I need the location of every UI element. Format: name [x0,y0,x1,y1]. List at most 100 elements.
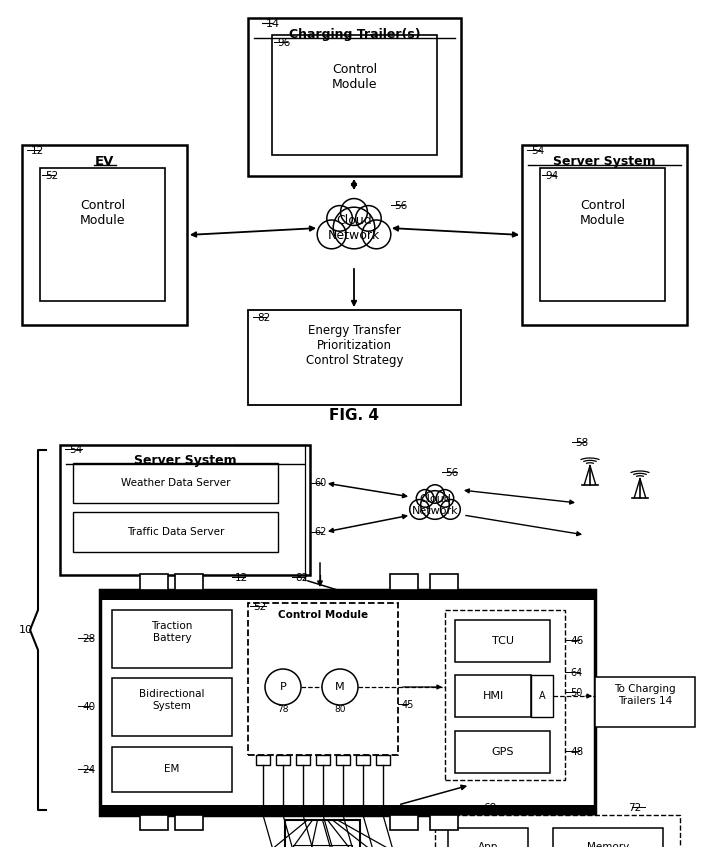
Text: App: App [478,842,498,847]
Text: HMI: HMI [482,691,503,701]
Text: Energy Transfer
Prioritization
Control Strategy: Energy Transfer Prioritization Control S… [306,324,403,367]
FancyBboxPatch shape [522,145,687,325]
Text: 64: 64 [570,668,582,678]
Text: P: P [279,682,286,692]
FancyBboxPatch shape [293,845,352,847]
FancyBboxPatch shape [445,610,565,780]
FancyBboxPatch shape [430,574,458,590]
FancyBboxPatch shape [531,675,553,717]
Text: 68: 68 [484,803,496,813]
Circle shape [410,500,430,519]
FancyBboxPatch shape [390,574,418,590]
FancyBboxPatch shape [140,815,168,830]
Circle shape [265,669,301,705]
FancyBboxPatch shape [435,815,680,847]
Text: 52: 52 [253,602,267,612]
FancyBboxPatch shape [100,590,595,815]
FancyBboxPatch shape [100,805,595,815]
Text: Control
Module: Control Module [580,199,625,227]
Circle shape [426,484,445,503]
Text: M: M [335,682,345,692]
Circle shape [356,206,381,231]
FancyBboxPatch shape [175,815,203,830]
Text: To Charging
Trailers 14: To Charging Trailers 14 [614,684,676,706]
Text: 14: 14 [266,19,280,29]
Text: Server System: Server System [553,154,656,168]
Text: 40: 40 [82,702,95,712]
Text: 78: 78 [277,705,289,713]
Circle shape [333,208,375,249]
Text: 12: 12 [31,146,44,156]
Text: 62: 62 [314,527,326,537]
Text: Traffic Data Server: Traffic Data Server [127,527,224,537]
FancyBboxPatch shape [60,445,310,575]
Text: Cloud
Network: Cloud Network [328,214,380,242]
Text: Charging Trailer(s): Charging Trailer(s) [289,27,420,41]
FancyBboxPatch shape [276,755,290,765]
FancyBboxPatch shape [112,747,232,792]
FancyBboxPatch shape [430,815,458,830]
Text: Cloud
Network: Cloud Network [412,494,458,516]
Text: 96: 96 [277,38,290,48]
FancyBboxPatch shape [455,620,550,662]
FancyBboxPatch shape [285,820,360,847]
Text: 82: 82 [257,313,270,323]
FancyBboxPatch shape [112,610,232,668]
FancyBboxPatch shape [390,815,418,830]
Circle shape [340,198,367,225]
Text: EV: EV [95,154,114,168]
Text: 72: 72 [628,803,642,813]
Text: 56: 56 [394,201,407,211]
FancyBboxPatch shape [356,755,370,765]
FancyBboxPatch shape [595,677,695,727]
Text: TCU: TCU [491,636,513,646]
Circle shape [317,220,346,249]
Text: EM: EM [164,764,179,774]
FancyBboxPatch shape [40,168,165,301]
FancyBboxPatch shape [175,574,203,590]
FancyBboxPatch shape [248,18,461,176]
Text: 12: 12 [235,573,248,583]
Text: Server System: Server System [134,453,236,467]
Text: 54: 54 [531,146,545,156]
Circle shape [436,490,454,507]
Text: 80: 80 [334,705,346,713]
Circle shape [362,220,391,249]
FancyBboxPatch shape [73,463,278,503]
FancyBboxPatch shape [553,828,663,847]
FancyBboxPatch shape [448,828,528,847]
FancyBboxPatch shape [272,35,437,155]
Text: Control
Module: Control Module [332,63,377,91]
FancyBboxPatch shape [73,512,278,552]
Circle shape [416,490,434,507]
Text: A: A [539,691,545,701]
FancyBboxPatch shape [455,731,550,773]
FancyBboxPatch shape [540,168,665,301]
Text: 28: 28 [82,634,95,644]
FancyBboxPatch shape [248,310,461,405]
Text: 94: 94 [545,171,558,181]
Text: Control Module: Control Module [278,610,368,620]
FancyBboxPatch shape [100,590,595,600]
Text: 10: 10 [19,625,33,635]
Text: 50: 50 [570,688,582,698]
Text: 46: 46 [570,636,584,646]
Text: 54: 54 [69,445,82,455]
Circle shape [327,206,352,231]
FancyBboxPatch shape [455,675,531,717]
FancyBboxPatch shape [22,145,187,325]
Text: 24: 24 [82,765,95,775]
FancyBboxPatch shape [140,574,168,590]
Text: 45: 45 [402,700,414,710]
FancyBboxPatch shape [112,678,232,736]
Text: 56: 56 [445,468,458,478]
Text: GPS: GPS [491,747,514,757]
FancyBboxPatch shape [376,755,390,765]
Text: Weather Data Server: Weather Data Server [121,478,230,488]
Circle shape [322,669,358,705]
Text: Control
Module: Control Module [79,199,125,227]
Text: Traction
Battery: Traction Battery [151,621,193,643]
FancyBboxPatch shape [248,603,398,755]
Circle shape [420,490,450,519]
Text: Bidirectional
System: Bidirectional System [139,689,205,711]
